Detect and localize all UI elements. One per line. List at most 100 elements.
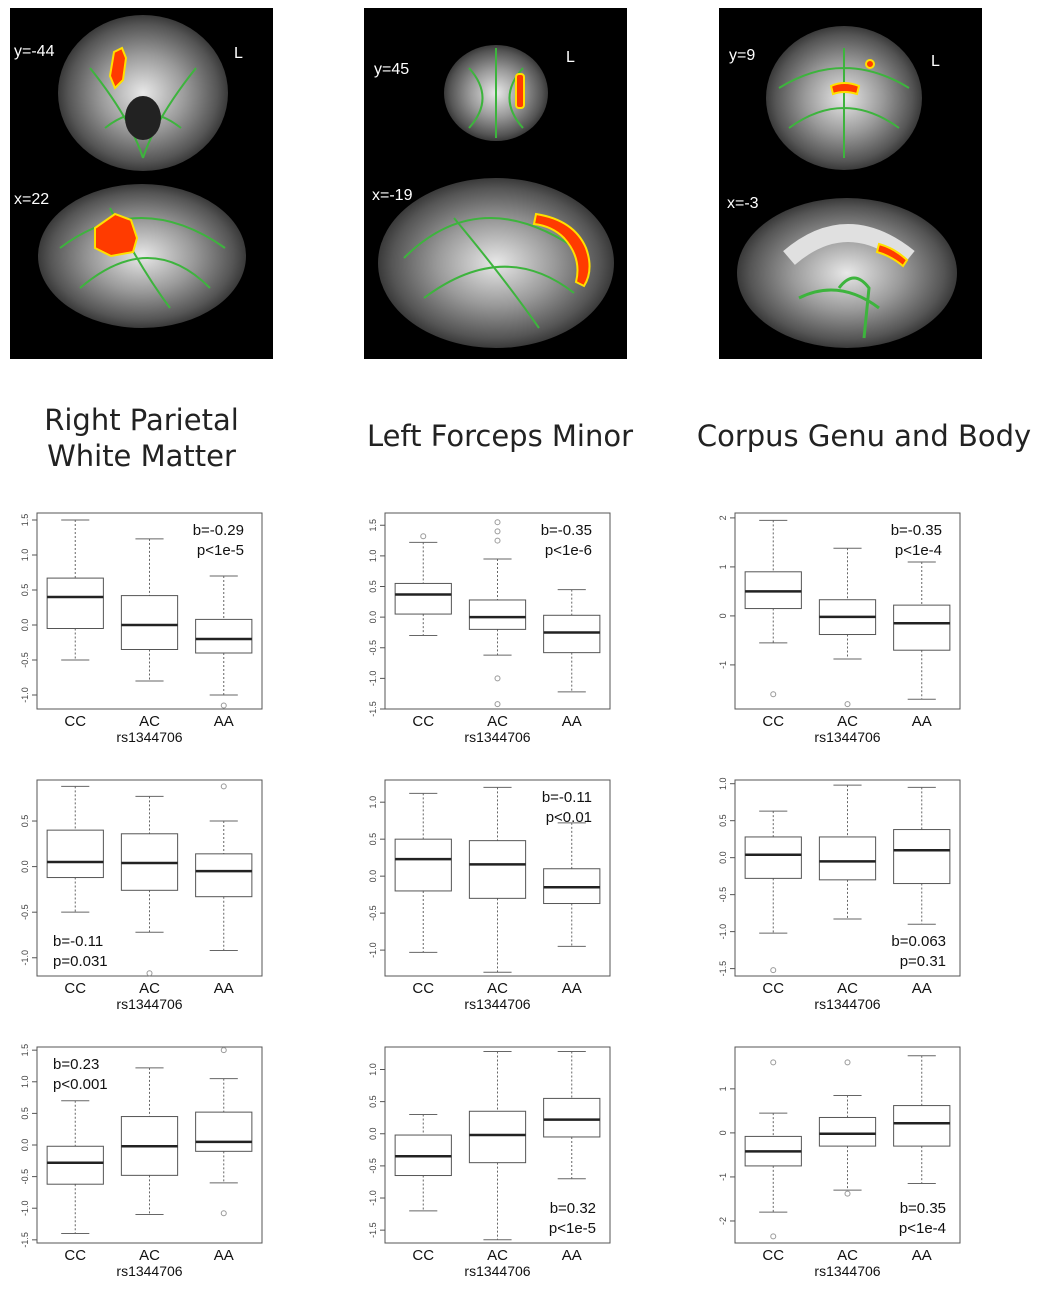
boxplot-svg: 1 0 -1 -2 CC AC AA rs1344706 b=0.35 p<1e-4: [718, 1046, 961, 1279]
box-AA: [195, 1111, 253, 1152]
outlier-point: [844, 701, 851, 708]
y-tick-label: 0.5: [20, 815, 30, 828]
x-tick-label: AA: [562, 980, 582, 997]
box-CC: [46, 829, 104, 879]
y-tick-label: -0.5: [368, 905, 378, 921]
annotation-p-value: p=0.31: [900, 953, 946, 970]
outlier-point: [220, 783, 227, 790]
y-tick-label: 1.0: [368, 550, 378, 563]
boxplot-svg: 1.5 1.0 0.5 0.0 -0.5 -1.0 -1.5 CC AC AA rs1344706 b…: [368, 512, 611, 745]
x-tick-label: CC: [412, 1247, 434, 1264]
y-tick-label: 1.0: [20, 1076, 30, 1089]
x-tick-label: AC: [487, 980, 508, 997]
x-tick-label: AC: [837, 1247, 858, 1264]
boxplot-group: 1 0 -1 -2 CC AC AA rs1344706 b=0.35 p<1e-4: [718, 1046, 961, 1279]
brain-image-right-parietal: y=-44 x=22 L: [14, 15, 246, 328]
outlier-point: [770, 1233, 777, 1240]
brain-panel-corpus-genu-body: y=9 x=-3 L: [719, 8, 982, 359]
box-AA: [195, 853, 253, 898]
y-tick-label: -1.0: [20, 1200, 30, 1216]
y-tick-label: 1.0: [718, 777, 728, 790]
box-AC: [818, 836, 877, 881]
y-tick-label: -1.0: [368, 942, 378, 958]
box-CC: [394, 582, 452, 615]
box-CC: [394, 838, 452, 892]
y-tick-label: -1.5: [368, 701, 378, 717]
side-label: L: [234, 45, 243, 62]
outlier-point: [146, 970, 153, 977]
y-tick-label: 0.0: [20, 619, 30, 632]
outlier-point: [220, 1210, 227, 1217]
x-tick-label: CC: [762, 980, 784, 997]
boxplot-group: 1.5 1.0 0.5 0.0 -0.5 -1.0 CC AC AA rs1344706 b=-0.…: [20, 512, 263, 745]
y-tick-label: 0.5: [368, 580, 378, 593]
y-tick-label: 1.0: [368, 796, 378, 809]
box-AC: [468, 1110, 527, 1164]
x-tick-label: AA: [562, 1247, 582, 1264]
x-axis-label: rs1344706: [814, 729, 880, 745]
y-tick-label: -1.0: [368, 671, 378, 687]
annotation-beta: b=-0.35: [541, 522, 592, 539]
x-tick-label: AA: [912, 980, 932, 997]
column-title-line-1: Right Parietal: [44, 403, 239, 437]
x-tick-label: AA: [214, 980, 234, 997]
annotation-beta: b=0.063: [891, 933, 946, 950]
y-tick-label: -1.0: [20, 950, 30, 966]
annotation-p-value: p=0.031: [53, 953, 108, 970]
boxplot-svg: 1.0 0.5 0.0 -0.5 -1.0 CC AC AA rs1344706 b=-0.11 p…: [368, 779, 611, 1012]
plot-frame: [734, 779, 961, 977]
y-tick-label: -0.5: [368, 640, 378, 656]
y-tick-label: 0.0: [368, 870, 378, 883]
y-tick-label: -1.5: [368, 1222, 378, 1238]
outlier-point: [494, 519, 501, 526]
y-tick-label: 0.0: [20, 860, 30, 873]
x-tick-label: AC: [139, 980, 160, 997]
y-tick-label: 0.0: [368, 1127, 378, 1140]
y-tick-label: 0.0: [368, 611, 378, 624]
y-tick-label: 1.0: [368, 1063, 378, 1076]
x-tick-label: AA: [912, 713, 932, 730]
plot-frame: [384, 1046, 611, 1244]
coord-label-axial: y=-44: [14, 43, 55, 60]
outlier-point: [220, 702, 227, 709]
annotation-p-value: p<1e-4: [895, 542, 942, 559]
side-label: L: [931, 53, 940, 70]
x-axis-label: rs1344706: [116, 729, 182, 745]
y-tick-label: 1.5: [368, 519, 378, 532]
x-tick-label: AA: [214, 1247, 234, 1264]
y-tick-label: 0.5: [20, 584, 30, 597]
coord-label-sagittal: x=22: [14, 191, 49, 208]
outlier-point: [494, 528, 501, 535]
y-tick-label: -1.5: [20, 1232, 30, 1248]
outlier-point: [770, 1059, 777, 1066]
boxplot-group: 1.0 0.5 0.0 -0.5 -1.0 -1.5 CC AC AA rs1344706 b=0.…: [368, 1046, 611, 1279]
boxplot-group: 1.5 1.0 0.5 0.0 -0.5 -1.0 -1.5 CC AC AA rs1344706 b…: [20, 1044, 263, 1279]
x-tick-label: CC: [64, 713, 86, 730]
box-AA: [543, 1097, 601, 1138]
outlier-point: [220, 1047, 227, 1054]
annotation-p-value: p<0.01: [546, 809, 592, 826]
brain-panel-left-forceps-minor: y=45 x=-19 L: [364, 8, 627, 359]
outlier-point: [844, 1059, 851, 1066]
annotation-p-value: p<1e-5: [549, 1220, 596, 1237]
y-tick-label: 2: [718, 515, 728, 520]
annotation-beta: b=-0.11: [53, 933, 103, 950]
y-tick-label: -2: [718, 1217, 728, 1225]
boxplot-group: 0.5 0.0 -0.5 -1.0 CC AC AA rs1344706 b=-0.11 p=0.…: [20, 779, 263, 1012]
y-tick-label: -0.5: [20, 652, 30, 668]
outlier-point: [494, 701, 501, 708]
column-title-corpus-genu-body: Corpus Genu and Body: [684, 418, 1044, 454]
coord-label-sagittal: x=-19: [372, 187, 413, 204]
outlier-point: [770, 691, 777, 698]
y-tick-label: -0.5: [20, 904, 30, 920]
outlier-point: [494, 537, 501, 544]
box-AC: [468, 599, 527, 630]
y-tick-label: 0.5: [20, 1107, 30, 1120]
annotation-beta: b=-0.35: [891, 522, 942, 539]
x-tick-label: AC: [837, 713, 858, 730]
plot-frame: [734, 1046, 961, 1244]
x-tick-label: CC: [762, 1247, 784, 1264]
x-tick-label: CC: [64, 1247, 86, 1264]
box-AA: [195, 618, 253, 654]
boxplot-svg: 1.0 0.5 0.0 -0.5 -1.0 -1.5 CC AC AA rs1344706 b=0.…: [368, 1046, 611, 1279]
